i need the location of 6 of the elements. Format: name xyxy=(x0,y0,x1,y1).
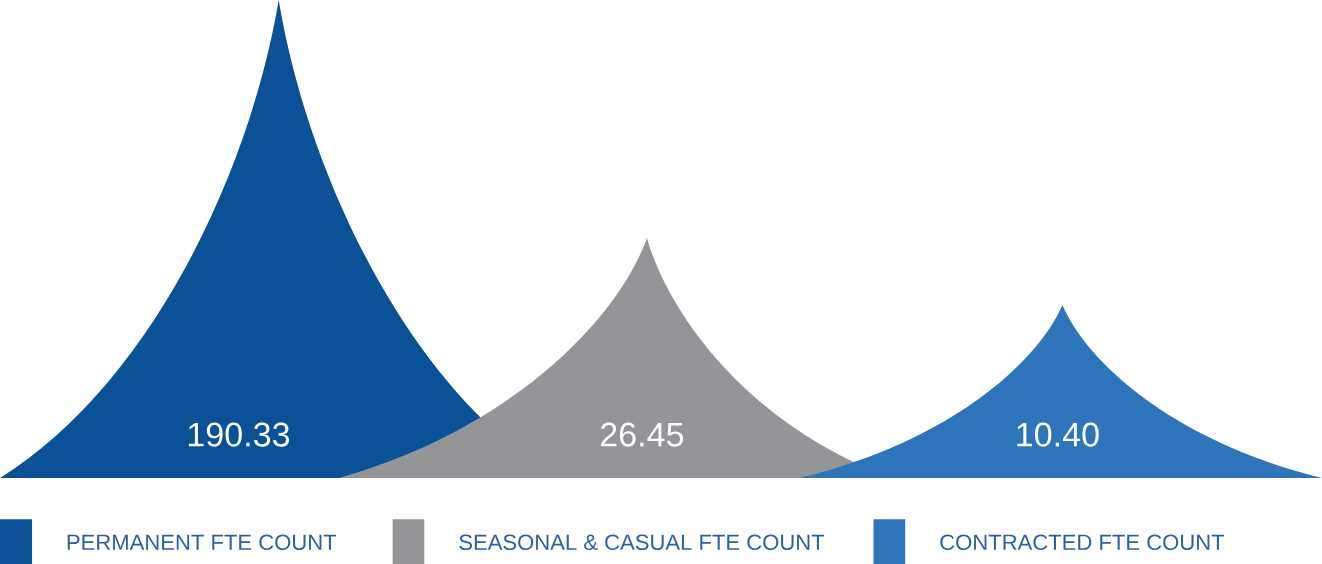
category-label: CONTRACTED FTE COUNT xyxy=(940,534,1225,550)
data-label: 10.40 xyxy=(1017,422,1099,447)
data-label: 26.45 xyxy=(600,422,684,447)
data-label: 190.33 xyxy=(188,422,290,447)
category-label: SEASONAL & CASUAL FTE COUNT xyxy=(459,534,825,550)
category-label: PERMANENT FTE COUNT xyxy=(67,534,337,550)
